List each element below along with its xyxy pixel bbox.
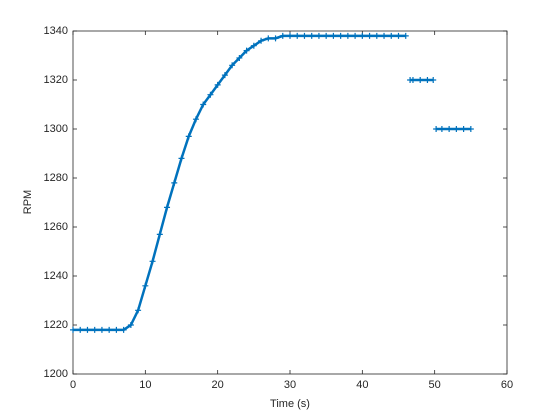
- data-point: [294, 32, 301, 39]
- x-axis-label: Time (s): [270, 398, 310, 410]
- data-point: [395, 32, 402, 39]
- data-point: [279, 32, 286, 39]
- data-point: [185, 133, 192, 140]
- y-tick-label: 1200: [44, 368, 68, 380]
- data-point: [265, 35, 272, 42]
- data-point: [164, 204, 171, 211]
- data-point: [243, 47, 250, 54]
- data-point: [330, 32, 337, 39]
- data-point: [388, 32, 395, 39]
- data-point: [323, 32, 330, 39]
- y-tick-label: 1260: [44, 221, 68, 233]
- plot-area: [72, 30, 508, 375]
- data-point: [402, 32, 409, 39]
- data-point: [192, 116, 199, 123]
- x-tick-label: 40: [356, 379, 368, 391]
- data-point: [178, 155, 185, 162]
- data-point: [135, 307, 142, 314]
- data-point: [381, 32, 388, 39]
- data-point: [200, 101, 207, 108]
- data-point: [344, 32, 351, 39]
- x-tick-label: 60: [501, 379, 513, 391]
- data-point: [315, 32, 322, 39]
- data-point: [84, 326, 91, 333]
- data-point: [250, 42, 257, 49]
- data-point: [373, 32, 380, 39]
- data-point: [98, 326, 105, 333]
- data-point: [301, 32, 308, 39]
- data-point: [446, 126, 453, 132]
- x-tick-label: 30: [284, 379, 296, 391]
- data-point: [214, 81, 221, 88]
- data-point: [366, 32, 373, 39]
- data-point: [113, 326, 120, 333]
- data-point: [417, 77, 424, 83]
- data-point: [409, 77, 416, 83]
- data-point: [287, 32, 293, 39]
- data-point: [70, 326, 76, 333]
- data-point: [156, 231, 163, 238]
- data-point: [453, 126, 460, 132]
- data-point: [308, 32, 315, 39]
- data-point: [207, 91, 214, 98]
- data-point: [142, 282, 149, 289]
- x-tick-label: 20: [212, 379, 224, 391]
- data-point: [258, 37, 265, 44]
- x-tick-label: 10: [139, 379, 151, 391]
- y-tick-label: 1240: [44, 270, 68, 282]
- y-axis-label: RPM: [22, 190, 34, 214]
- data-point: [430, 77, 437, 83]
- y-tick-label: 1300: [44, 123, 68, 135]
- data-point: [91, 326, 98, 333]
- y-tick-label: 1320: [44, 74, 68, 86]
- data-point: [460, 126, 467, 132]
- data-point: [127, 322, 134, 328]
- x-tick-label: 50: [429, 379, 441, 391]
- data-point: [171, 179, 178, 186]
- data-point: [433, 126, 440, 132]
- data-point: [272, 35, 279, 42]
- data-point: [359, 32, 366, 39]
- data-point: [149, 258, 156, 265]
- data-point: [337, 32, 344, 39]
- data-point: [236, 54, 243, 61]
- data-point: [229, 62, 236, 69]
- y-tick-label: 1280: [44, 172, 68, 184]
- y-tick-label: 1220: [44, 319, 68, 331]
- x-tick-label: 0: [70, 379, 76, 391]
- data-point: [438, 126, 445, 132]
- data-point: [77, 326, 84, 333]
- data-point: [106, 326, 113, 333]
- data-point: [352, 32, 359, 39]
- y-tick-label: 1340: [44, 25, 68, 37]
- data-point: [221, 72, 228, 79]
- data-point: [467, 126, 474, 132]
- data-point: [120, 326, 127, 333]
- data-point: [424, 77, 431, 83]
